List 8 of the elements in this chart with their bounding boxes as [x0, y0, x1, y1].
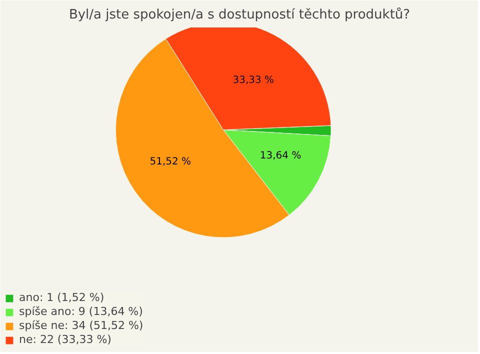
legend-label: ano: 1 (1,52 %)	[19, 291, 104, 304]
data-label: 13,64 %	[260, 150, 302, 162]
legend-label: spíše ne: 34 (51,52 %)	[19, 319, 144, 332]
data-label: 33,33 %	[232, 74, 274, 86]
chart-title: Byl/a jste spokojen/a s dostupností těchto produktů?	[68, 6, 410, 22]
data-label: 51,52 %	[150, 156, 192, 168]
legend-label: spíše ano: 9 (13,64 %)	[19, 305, 143, 318]
legend-label: ne: 22 (33,33 %)	[19, 333, 112, 346]
